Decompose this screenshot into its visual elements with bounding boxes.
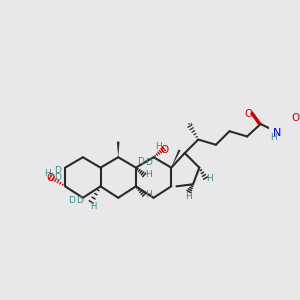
Text: H: H (145, 190, 152, 199)
Text: H: H (206, 173, 213, 182)
Polygon shape (171, 149, 181, 168)
Text: H: H (44, 169, 51, 178)
Text: O: O (291, 113, 300, 123)
Text: H: H (185, 192, 192, 201)
Text: O: O (244, 109, 253, 119)
Text: D: D (54, 173, 61, 182)
Text: D: D (54, 166, 61, 175)
Text: D: D (76, 196, 83, 206)
Text: O: O (160, 145, 169, 155)
Polygon shape (117, 142, 120, 157)
Text: D: D (145, 158, 152, 167)
Text: H: H (145, 170, 152, 179)
Text: D: D (68, 196, 75, 206)
Text: O: O (46, 173, 55, 183)
Text: H: H (270, 133, 277, 142)
Text: D: D (137, 157, 144, 166)
Text: H: H (155, 142, 162, 151)
Text: ''': ''' (187, 122, 193, 128)
Text: H: H (90, 202, 97, 211)
Text: N: N (273, 128, 282, 138)
